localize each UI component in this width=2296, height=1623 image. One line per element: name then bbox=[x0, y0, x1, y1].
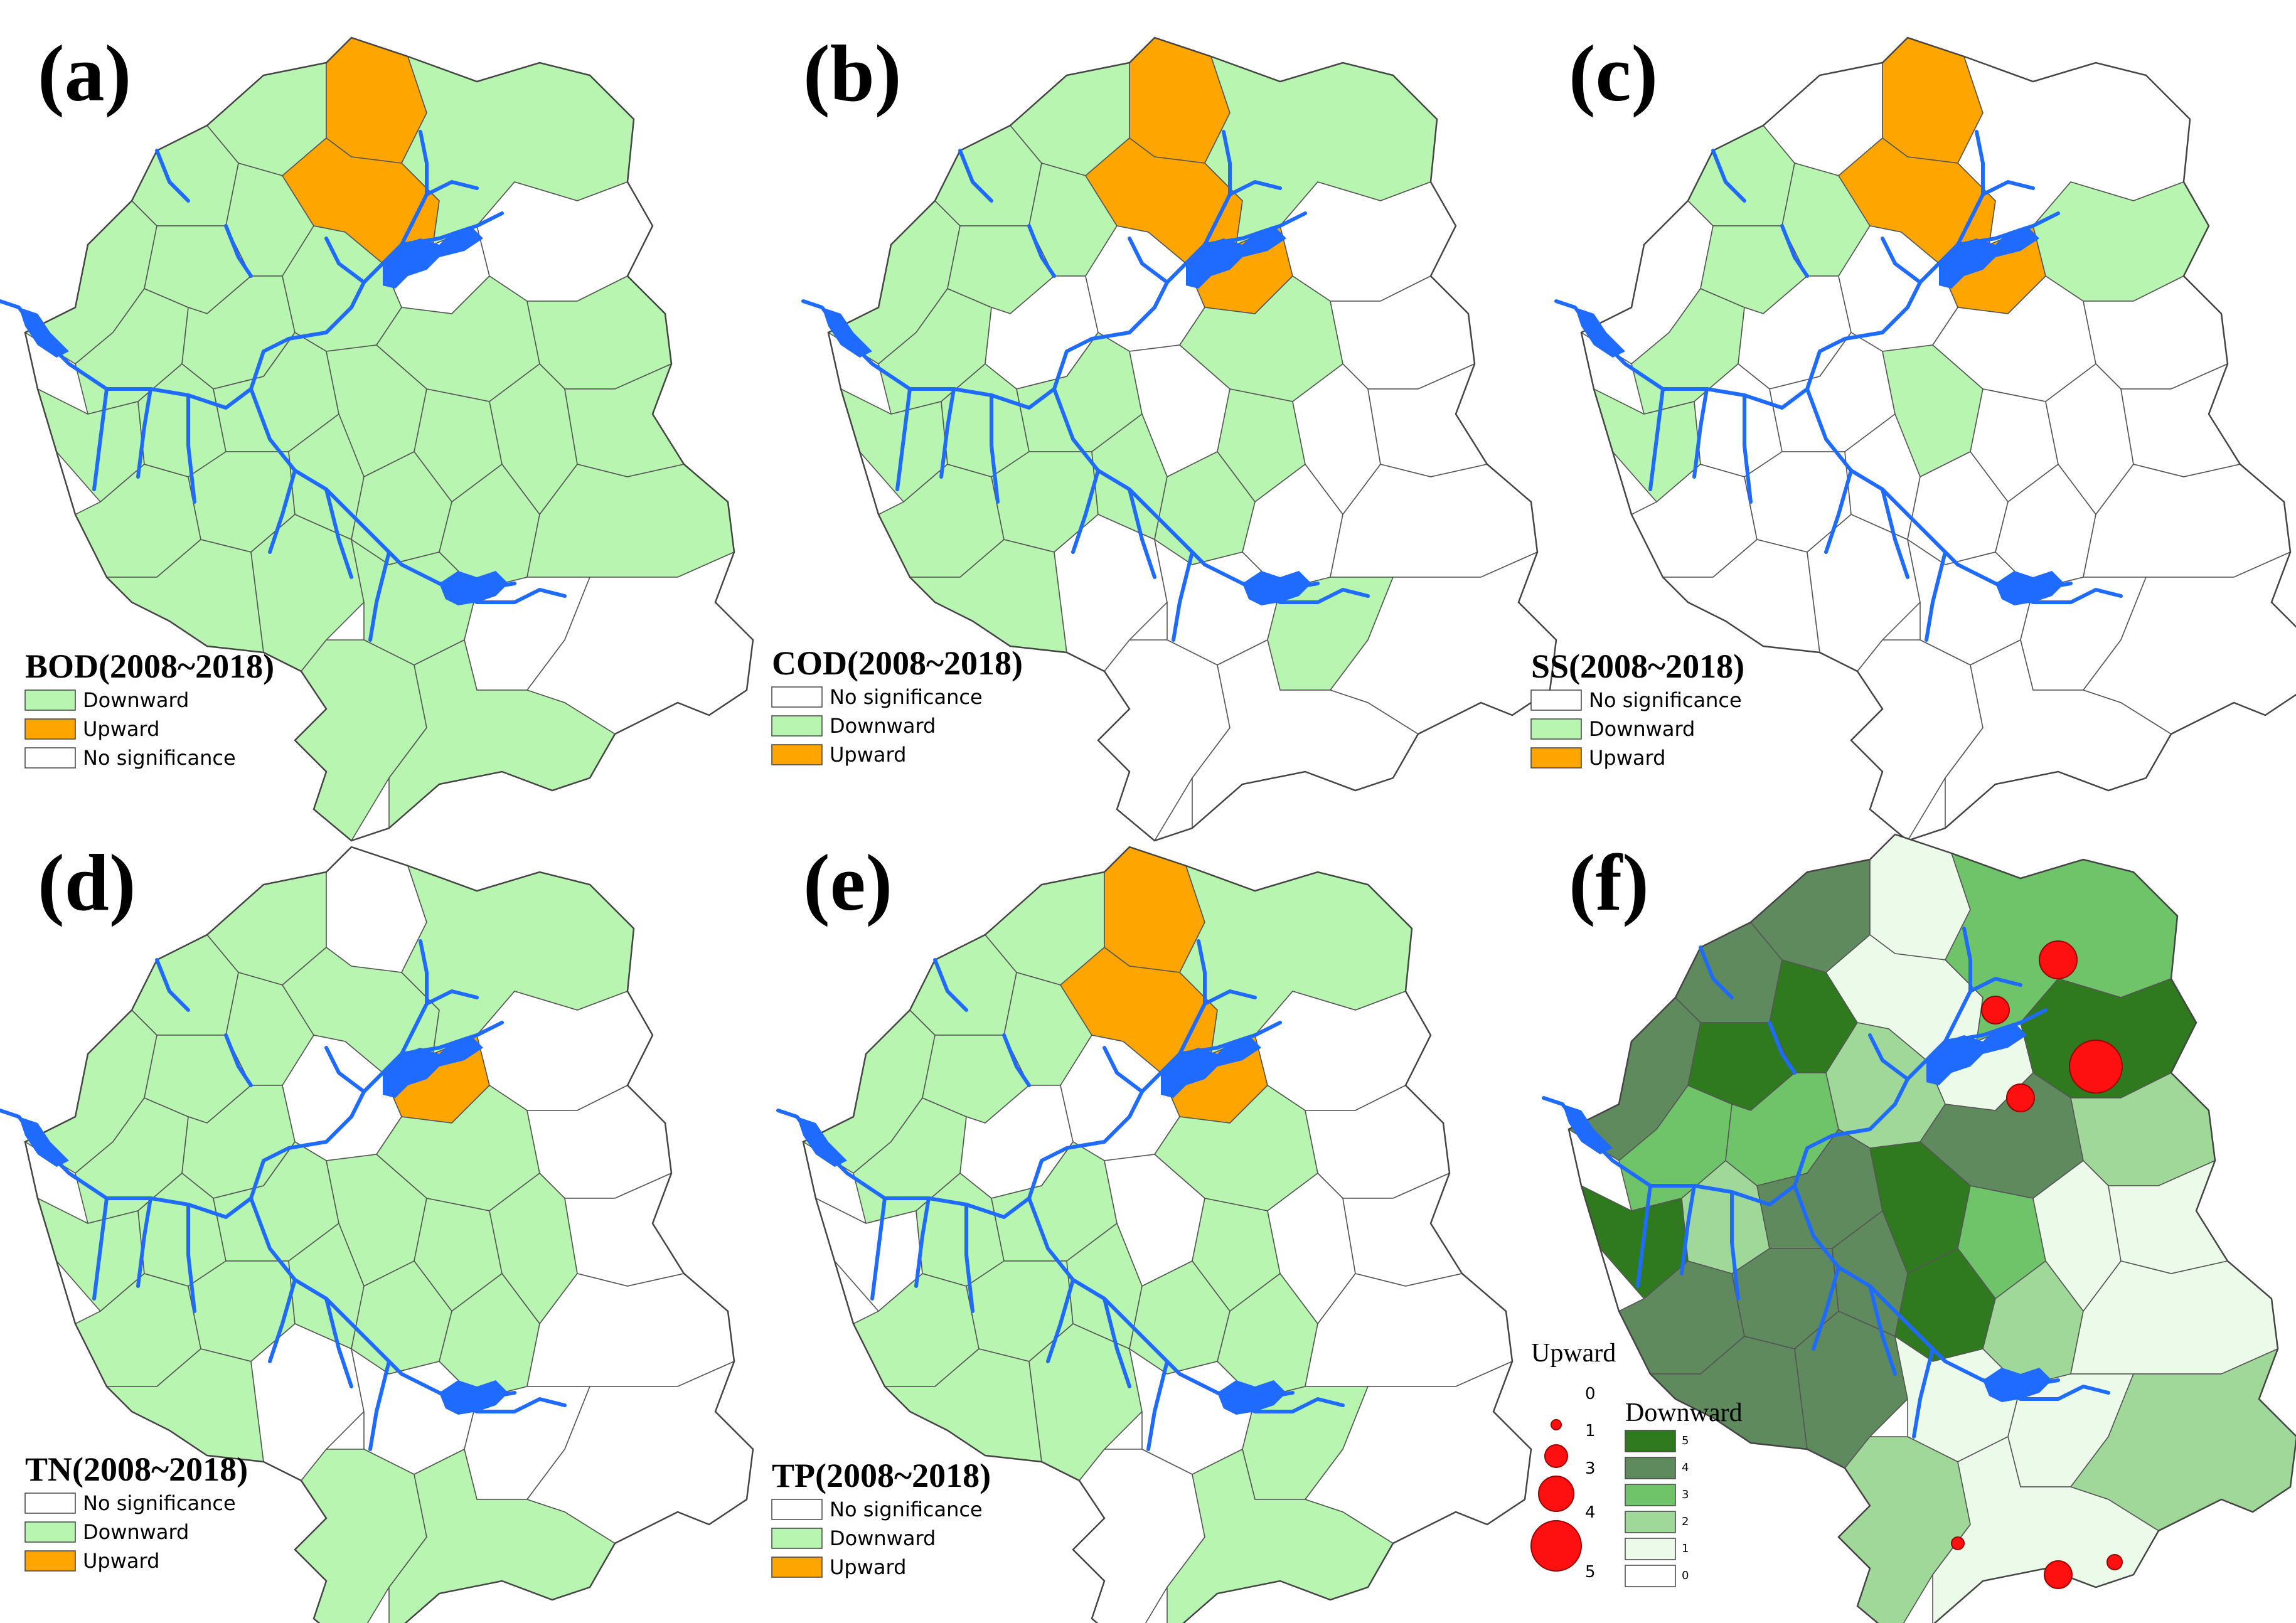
level-label: 3 bbox=[1682, 1488, 1689, 1501]
panel-b: (b) COD(2008~2018) No significance Downward… bbox=[771, 29, 1557, 842]
legend-swatch bbox=[24, 1493, 76, 1514]
legend-swatch bbox=[771, 686, 823, 708]
downward-legend-title: Downward bbox=[1625, 1398, 1743, 1427]
size-legend-circle bbox=[1530, 1520, 1582, 1572]
legend-label: Downward bbox=[830, 1526, 936, 1550]
panel-a: (a) BOD(2008~2018) Downward Upward No signif… bbox=[0, 29, 754, 842]
legend-swatch bbox=[771, 1556, 823, 1578]
legend-swatch bbox=[771, 744, 823, 765]
level-swatch bbox=[1625, 1457, 1676, 1479]
level-swatch bbox=[1625, 1511, 1676, 1533]
legend-label: Upward bbox=[83, 1549, 159, 1573]
legend-label: Upward bbox=[1589, 746, 1665, 770]
legend-swatch bbox=[1530, 747, 1582, 769]
level-label: 5 bbox=[1682, 1434, 1689, 1447]
legend-label: Upward bbox=[83, 717, 159, 741]
legend-label: No significance bbox=[830, 685, 983, 709]
legend-label: No significance bbox=[830, 1498, 983, 1521]
panel-letter: (a) bbox=[38, 29, 131, 118]
size-legend-circle bbox=[1544, 1444, 1568, 1468]
map bbox=[801, 36, 1557, 842]
legend-label: No significance bbox=[83, 1491, 236, 1515]
legend-swatch bbox=[24, 718, 76, 740]
map bbox=[776, 846, 1532, 1623]
legend-title: SS(2008~2018) bbox=[1531, 647, 1744, 685]
legend-swatch bbox=[771, 1528, 823, 1549]
legend-title: TN(2008~2018) bbox=[25, 1450, 248, 1488]
panel-letter: (e) bbox=[803, 838, 892, 927]
map bbox=[1542, 833, 2296, 1623]
size-legend-label: 5 bbox=[1585, 1563, 1596, 1582]
upward-bubble bbox=[1951, 1536, 1965, 1550]
legend-label: Upward bbox=[830, 743, 906, 767]
level-label: 4 bbox=[1682, 1461, 1689, 1474]
panel-f: (f) Upward 0 1 3 4 5 Downward 5 4 3 2 1 0 bbox=[1530, 833, 2296, 1623]
legend-swatch bbox=[24, 1521, 76, 1543]
size-legend-circle bbox=[1538, 1476, 1574, 1512]
legend-label: Upward bbox=[830, 1555, 906, 1579]
map bbox=[0, 846, 754, 1623]
upward-bubble bbox=[2069, 1040, 2123, 1094]
legend-title: BOD(2008~2018) bbox=[25, 647, 274, 685]
panel-e: (e) TP(2008~2018) No significance Downward U… bbox=[771, 838, 1532, 1623]
size-legend-circle bbox=[1551, 1419, 1562, 1430]
upward-bubble bbox=[2044, 1560, 2073, 1589]
legend-label: Downward bbox=[83, 1520, 189, 1544]
legend-label: No significance bbox=[1589, 688, 1742, 712]
legend-swatch bbox=[24, 1550, 76, 1572]
legend-label: No significance bbox=[83, 746, 236, 770]
legend-title: COD(2008~2018) bbox=[772, 644, 1023, 682]
legend-swatch bbox=[1530, 718, 1582, 740]
upward-bubble bbox=[2039, 940, 2078, 979]
level-swatch bbox=[1625, 1430, 1676, 1452]
legend-swatch bbox=[771, 1499, 823, 1520]
map bbox=[1554, 36, 2296, 842]
panel-letter: (d) bbox=[38, 838, 136, 927]
panel-c: (c) SS(2008~2018) No significance Downward U… bbox=[1530, 29, 2296, 842]
level-swatch bbox=[1625, 1538, 1676, 1560]
upward-bubble bbox=[1981, 996, 2010, 1024]
size-legend-label: 4 bbox=[1585, 1503, 1596, 1522]
panel-letter: (b) bbox=[803, 29, 901, 118]
upward-legend-title: Upward bbox=[1531, 1339, 1616, 1368]
panel-letter: (c) bbox=[1569, 29, 1658, 118]
level-swatch bbox=[1625, 1484, 1676, 1506]
legend-label: Downward bbox=[1589, 717, 1695, 741]
level-label: 2 bbox=[1682, 1515, 1689, 1528]
legend-title: TP(2008~2018) bbox=[772, 1457, 991, 1494]
level-swatch bbox=[1625, 1565, 1676, 1587]
level-label: 1 bbox=[1682, 1542, 1689, 1555]
legend-swatch bbox=[1530, 689, 1582, 711]
upward-bubble bbox=[2006, 1083, 2035, 1112]
size-legend-label: 3 bbox=[1585, 1459, 1596, 1478]
legend-label: Downward bbox=[83, 688, 189, 712]
legend-swatch bbox=[24, 747, 76, 769]
legend-swatch bbox=[771, 715, 823, 737]
upward-bubble bbox=[2106, 1554, 2123, 1570]
panel-letter: (f) bbox=[1569, 838, 1649, 927]
size-legend-label: 1 bbox=[1585, 1422, 1596, 1440]
panel-d: (d) TN(2008~2018) No significance Downward U… bbox=[0, 838, 754, 1623]
map bbox=[0, 36, 754, 842]
legend-swatch bbox=[24, 689, 76, 711]
level-label: 0 bbox=[1682, 1569, 1689, 1582]
legend-label: Downward bbox=[830, 714, 936, 738]
size-legend-label: 0 bbox=[1585, 1385, 1596, 1403]
